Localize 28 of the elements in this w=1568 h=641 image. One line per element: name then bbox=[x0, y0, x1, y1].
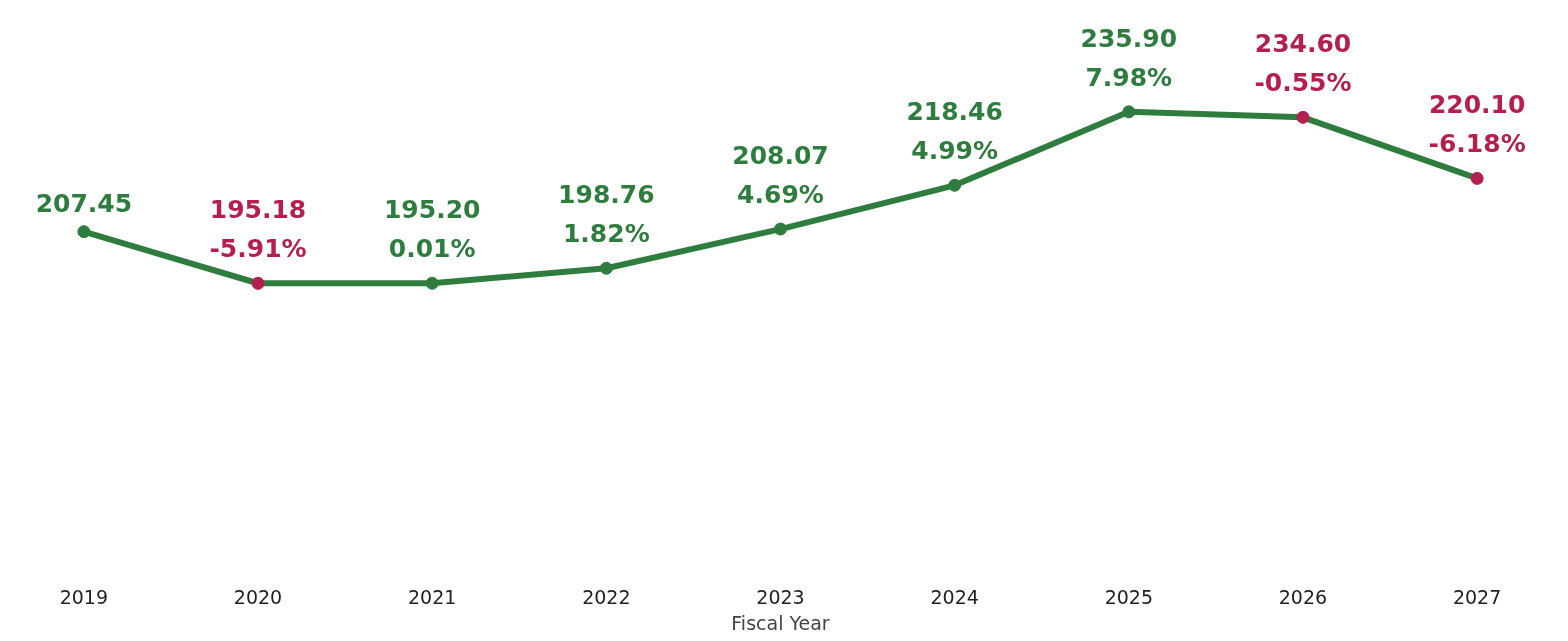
x-tick-label: 2021 bbox=[408, 585, 457, 608]
point bbox=[599, 261, 613, 275]
point bbox=[1470, 171, 1484, 185]
x-tick-label: 2023 bbox=[756, 585, 805, 608]
point bbox=[774, 222, 787, 236]
data-label: 208.07 4.69% bbox=[732, 140, 829, 210]
data-label: 198.76 1.82% bbox=[558, 180, 655, 249]
point bbox=[251, 276, 265, 290]
x-tick-label: 2019 bbox=[59, 585, 109, 608]
x-tick-label: 2020 bbox=[233, 585, 283, 608]
data-label: 195.20 0.01% bbox=[383, 195, 481, 264]
x-tick-label: 2026 bbox=[1278, 585, 1328, 608]
point bbox=[1296, 110, 1310, 124]
data-label: 195.18 -5.91% bbox=[209, 195, 307, 264]
point bbox=[948, 178, 962, 192]
data-label: 207.45 bbox=[35, 188, 133, 218]
point bbox=[425, 276, 439, 290]
x-tick-label: 2024 bbox=[930, 585, 979, 608]
data-label: 234.60 -0.55% bbox=[1254, 29, 1352, 98]
x-tick-label: 2022 bbox=[582, 585, 631, 608]
data-label: 218.46 4.99% bbox=[906, 97, 1003, 166]
point bbox=[1122, 105, 1136, 119]
point bbox=[77, 225, 91, 239]
x-tick-label: 2027 bbox=[1452, 585, 1502, 608]
x-tick-label: 2025 bbox=[1104, 585, 1153, 608]
data-label: 220.10 -6.18% bbox=[1428, 90, 1526, 159]
x-axis-title: Fiscal Year bbox=[731, 611, 830, 634]
data-label: 235.90 7.98% bbox=[1080, 23, 1178, 92]
